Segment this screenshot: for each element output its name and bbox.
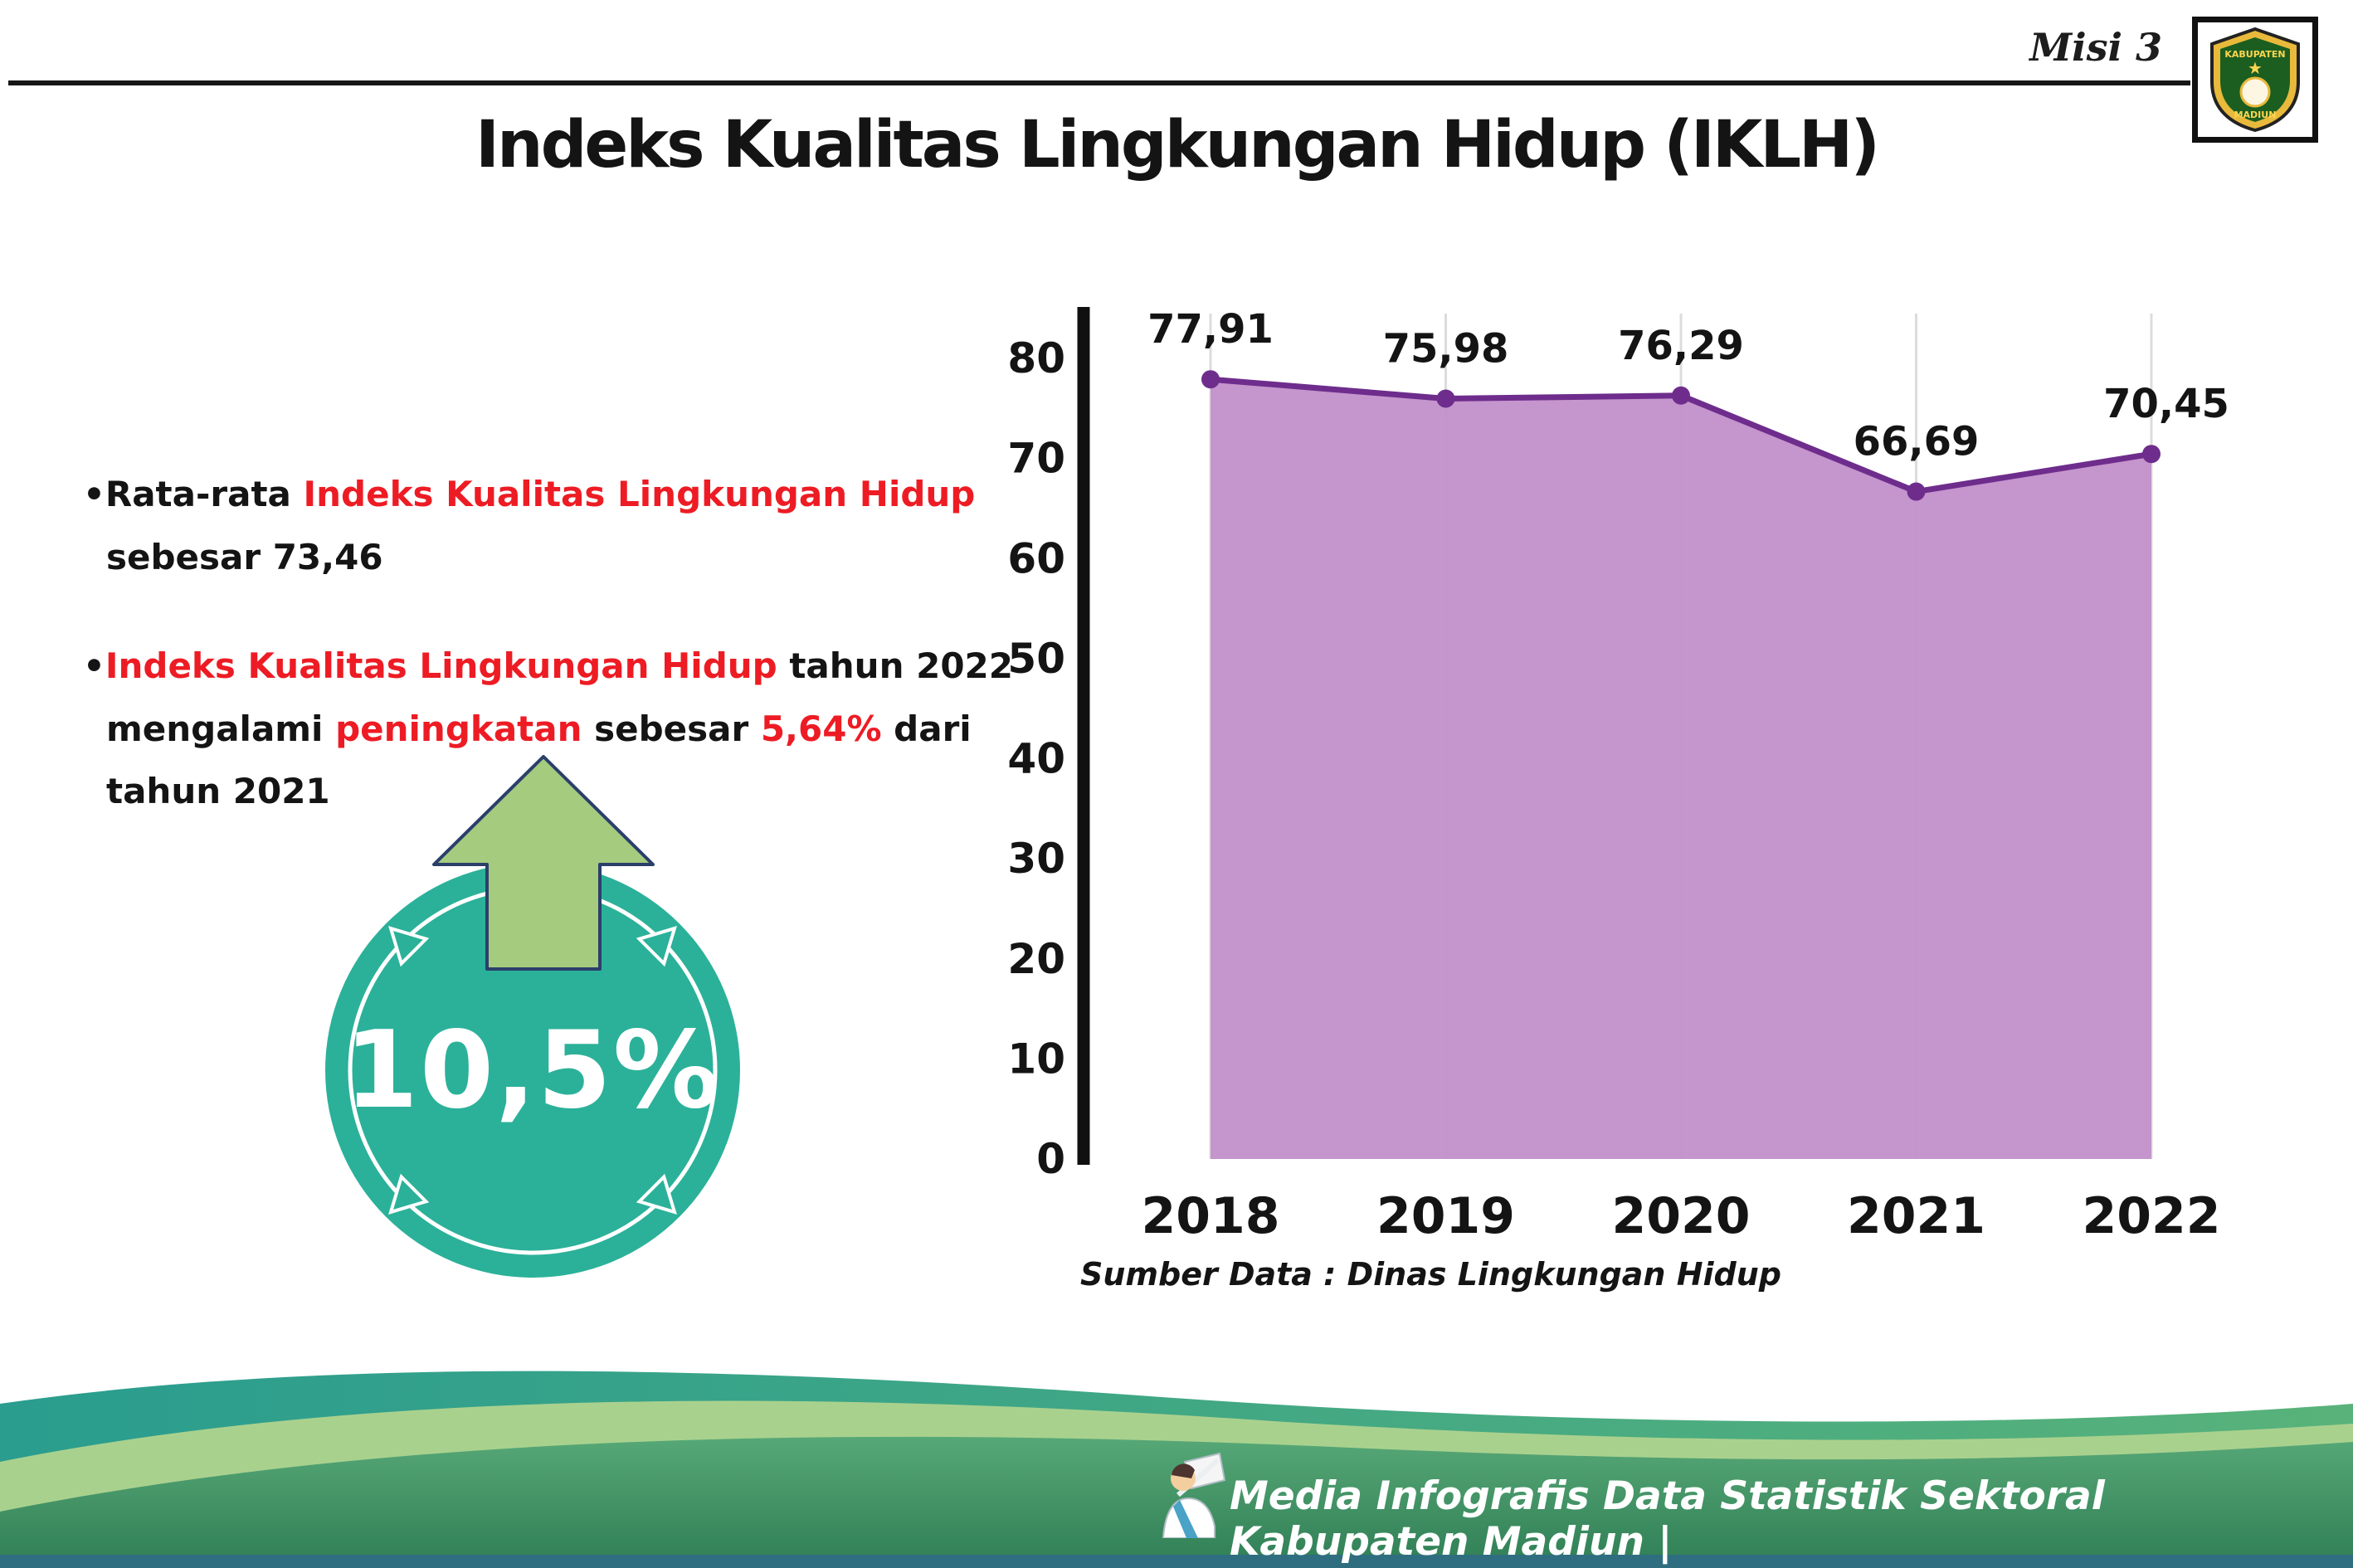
value-label: 75,98 [1383,325,1509,372]
bullet-text: sebesar 73,46 [106,536,383,577]
logo-text-kabupaten: KABUPATEN [2224,49,2285,60]
bullet-increase: •Indeks Kualitas Lingkungan Hidup tahun … [83,635,1079,823]
bullet-text: tahun 2022 [777,645,1013,687]
badge-value: 10,5% [343,1008,722,1132]
bullet-highlight: Indeks Kualitas Lingkungan Hidup [303,474,976,514]
badge-triangle-icon [636,926,677,967]
x-tick-label: 2018 [1142,1187,1280,1245]
y-tick-label: 0 [1036,1135,1065,1183]
footer-bottom-strip [0,1555,2353,1568]
y-tick-label: 70 [1007,435,1065,483]
bullet-text: sebesar [582,708,761,749]
bullet-average: •Rata-rata Indeks Kualitas Lingkungan Hi… [83,463,1079,588]
y-tick-label: 10 [1007,1035,1065,1083]
mascot-hair [1172,1463,1195,1478]
y-tick-label: 40 [1007,735,1065,783]
bullet-highlight: 5,64% [760,708,882,749]
x-tick-label: 2020 [1612,1187,1751,1245]
header-divider [8,80,2190,85]
bullet-highlight: peningkatan [335,708,582,749]
bullet-text: tahun 2021 [106,771,330,812]
logo-crest-icon: KABUPATEN ★ MADIUN [2210,27,2300,133]
badge-triangle-icon [388,1173,430,1215]
badge-triangle-icon [636,1173,677,1215]
iklh-area-chart: 77,91 75,98 76,29 66,69 70,45 0 10 20 30 40 50 60 70… [1007,306,2229,1245]
logo-emblem [2239,76,2271,108]
y-tick-label: 50 [1007,635,1065,683]
badge-triangle-icon [388,926,430,967]
value-label: 66,69 [1854,419,1980,465]
logo-star-icon: ★ [2248,58,2263,78]
y-tick-label: 20 [1007,935,1065,983]
bullet-text: dari [881,708,972,749]
mascot-icon [1162,1452,1226,1538]
misi-label: Misi 3 [2029,25,2162,70]
bullet-text: Rata-rata [105,474,304,514]
data-source-caption: Sumber Data : Dinas Lingkungan Hidup [1080,1256,1781,1293]
page-title: Indeks Kualitas Lingkungan Hidup (IKLH) [475,108,1880,183]
data-point [1201,370,1220,389]
x-tick-label: 2019 [1376,1187,1515,1245]
y-tick-label: 30 [1007,835,1065,883]
value-label: 77,91 [1147,306,1274,353]
bullet-highlight: Indeks Kualitas Lingkungan Hidup [105,645,777,687]
y-tick-label: 60 [1007,534,1065,582]
mascot-sash [1173,1500,1198,1538]
x-tick-label: 2021 [1847,1187,1985,1245]
value-label: 76,29 [1618,323,1744,369]
y-tick-label: 80 [1007,334,1065,382]
data-point [2142,445,2161,464]
summary-bullets: •Rata-rata Indeks Kualitas Lingkungan Hi… [83,463,1079,869]
chart-area: 77,91 75,98 76,29 66,69 70,45 0 10 20 30 40 50 60 70… [987,300,2282,1283]
data-point [1907,482,1926,501]
arrow-up-shape [432,755,655,971]
x-tick-label: 2022 [2083,1187,2221,1245]
bullet-dot: • [83,645,105,687]
data-point [1436,389,1455,408]
bullet-text: mengalami [106,708,336,749]
arrow-up-icon [432,755,655,971]
footer-credit: Media Infografis Data Statistik Sektoral… [1230,1473,2105,1565]
area-fill [1211,379,2151,1159]
value-label: 70,45 [2103,381,2229,427]
data-point [1672,386,1690,405]
logo-text-madiun: MADIUN [2234,110,2277,120]
bullet-dot: • [83,474,105,514]
kabupaten-madiun-logo: KABUPATEN ★ MADIUN [2192,17,2318,143]
